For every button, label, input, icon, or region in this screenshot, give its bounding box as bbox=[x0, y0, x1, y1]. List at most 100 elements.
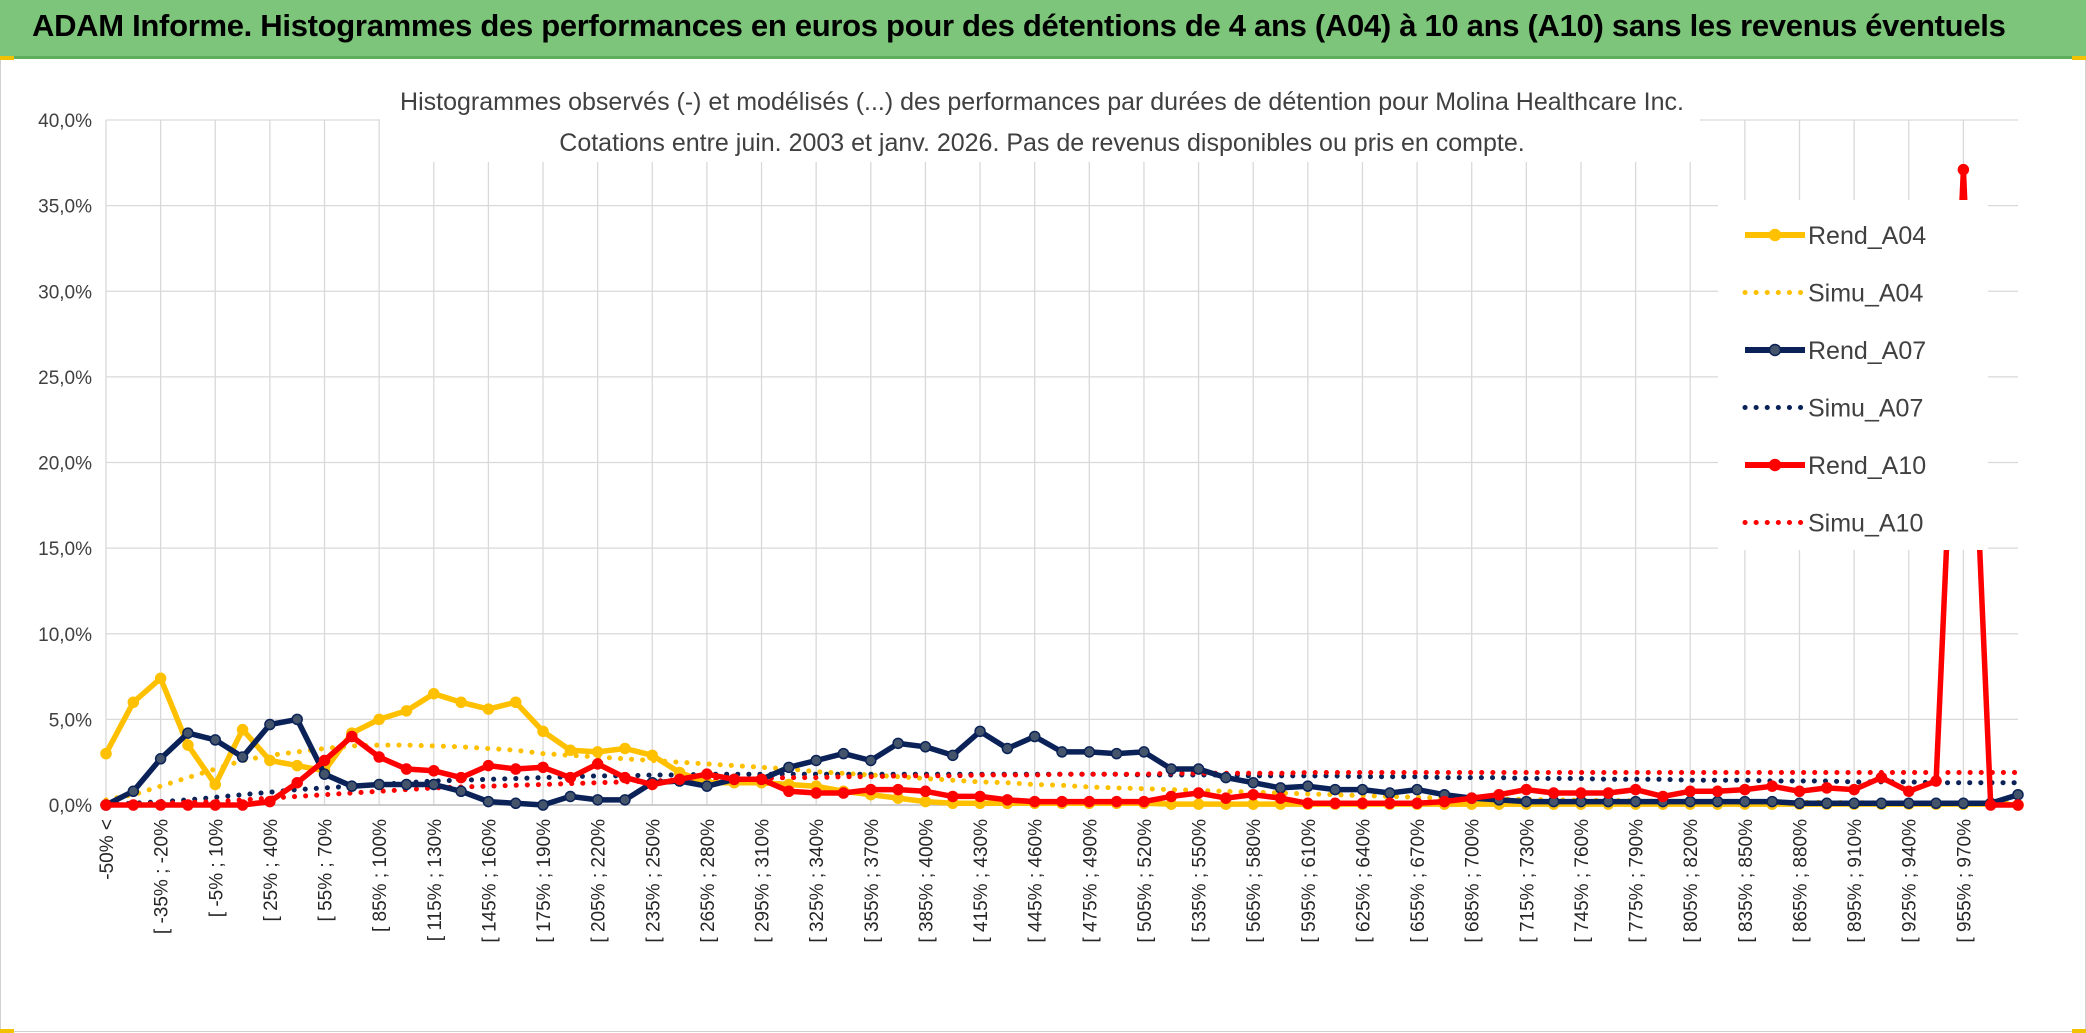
data-point bbox=[1711, 785, 1724, 798]
x-tick-label: [ 625% ; 640% bbox=[1353, 819, 1374, 943]
x-tick-label: [ 325% ; 340% bbox=[807, 819, 828, 943]
data-point bbox=[1083, 795, 1096, 808]
x-axis: -50% < [ -35% ; -20% [ -5% ; 10% [ 25% ; 40… bbox=[97, 804, 2018, 943]
data-point bbox=[154, 799, 167, 811]
legend-item: Simu_A10 bbox=[1742, 510, 1923, 538]
legend: Rend_A04 Simu_A04 Rend_A07 Simu_A07 Rend_A10… bbox=[1718, 200, 1988, 550]
y-tick-label: 30,0% bbox=[38, 282, 92, 303]
data-point bbox=[236, 723, 249, 736]
series-lines bbox=[100, 163, 2024, 811]
data-point bbox=[783, 785, 795, 798]
x-tick-label: [ 925% ; 940% bbox=[1900, 819, 1921, 943]
data-point bbox=[127, 799, 140, 811]
legend-label: Rend_A10 bbox=[1808, 452, 1926, 480]
data-point bbox=[1575, 787, 1587, 799]
data-point bbox=[1739, 795, 1751, 808]
data-point bbox=[1356, 797, 1369, 810]
data-point bbox=[455, 771, 467, 784]
data-point bbox=[1001, 742, 1014, 755]
data-point bbox=[373, 713, 385, 726]
data-point bbox=[591, 758, 604, 770]
data-point bbox=[509, 797, 522, 810]
y-tick-label: 40,0% bbox=[38, 111, 92, 132]
data-point bbox=[1329, 783, 1341, 796]
y-tick-label: 25,0% bbox=[38, 368, 92, 389]
x-tick-label: [ 775% ; 790% bbox=[1627, 819, 1648, 943]
x-tick-label: [ 895% ; 910% bbox=[1845, 819, 1866, 943]
data-point bbox=[1493, 788, 1505, 801]
x-tick-label: [ 685% ; 700% bbox=[1463, 819, 1484, 943]
data-point bbox=[865, 783, 877, 796]
data-point bbox=[264, 795, 276, 808]
chart-title-line-1: Histogrammes observés (-) et modélisés (… bbox=[400, 88, 1684, 116]
data-point bbox=[373, 778, 385, 791]
x-tick-label: [ 55% ; 70% bbox=[316, 819, 337, 922]
data-point bbox=[1056, 746, 1068, 758]
data-point bbox=[346, 780, 358, 792]
data-point bbox=[837, 787, 850, 799]
data-point bbox=[182, 727, 194, 739]
data-point bbox=[537, 799, 549, 811]
data-point bbox=[1848, 783, 1860, 796]
x-tick-label: [ 445% ; 460% bbox=[1026, 819, 1047, 943]
data-point bbox=[182, 799, 194, 811]
data-point bbox=[400, 763, 413, 775]
y-axis: 0,0% 5,0% 10,0% 15,0% 20,0% 25,0% 30,0% 35,0% 40… bbox=[38, 111, 92, 817]
data-point bbox=[1739, 783, 1751, 796]
data-point bbox=[1302, 780, 1314, 792]
data-point bbox=[892, 737, 904, 750]
data-point bbox=[1984, 799, 1997, 811]
x-tick-label: [ 955% ; 970% bbox=[1954, 819, 1975, 943]
data-point bbox=[1028, 795, 1041, 808]
chart-title: Histogrammes observés (-) et modélisés (… bbox=[380, 80, 1700, 162]
data-point bbox=[1001, 794, 1014, 806]
corner-mark-bottom-left bbox=[0, 1029, 14, 1033]
data-point bbox=[1821, 797, 1833, 810]
data-point bbox=[537, 725, 549, 738]
x-tick-label: [ 805% ; 820% bbox=[1681, 819, 1702, 943]
data-point bbox=[291, 713, 303, 726]
data-point bbox=[291, 776, 303, 789]
data-point bbox=[946, 790, 959, 803]
legend-item: Rend_A10 bbox=[1745, 452, 1926, 480]
data-point bbox=[291, 759, 303, 772]
data-point bbox=[1875, 771, 1888, 784]
data-point bbox=[428, 687, 440, 700]
data-point bbox=[264, 718, 276, 731]
data-point bbox=[182, 739, 194, 751]
data-point bbox=[1602, 787, 1615, 799]
data-point bbox=[646, 778, 659, 791]
data-point bbox=[236, 799, 249, 811]
data-point bbox=[209, 734, 222, 746]
legend-label: Rend_A07 bbox=[1808, 337, 1926, 365]
data-point bbox=[455, 785, 467, 798]
data-point bbox=[1165, 763, 1178, 775]
legend-marker bbox=[1768, 458, 1782, 472]
x-tick-label: [ 595% ; 610% bbox=[1299, 819, 1320, 943]
x-tick-label: [ 175% ; 190% bbox=[534, 819, 555, 943]
legend-label: Rend_A04 bbox=[1808, 222, 1926, 250]
data-point bbox=[1165, 790, 1178, 803]
y-tick-label: 35,0% bbox=[38, 197, 92, 218]
y-tick-label: 10,0% bbox=[38, 625, 92, 646]
data-point bbox=[1192, 763, 1205, 775]
data-point bbox=[1930, 775, 1942, 787]
data-point bbox=[264, 754, 276, 767]
data-point bbox=[1711, 795, 1724, 808]
data-point bbox=[1056, 795, 1068, 808]
data-point bbox=[974, 790, 986, 803]
data-point bbox=[1220, 792, 1232, 804]
legend-background bbox=[1718, 200, 1988, 550]
chart-title-background bbox=[380, 80, 1700, 162]
x-tick-label: [ 415% ; 430% bbox=[971, 819, 992, 943]
data-point bbox=[1629, 795, 1642, 808]
series-line bbox=[103, 770, 2021, 808]
data-point bbox=[1957, 163, 1970, 176]
x-tick-label: [ 745% ; 760% bbox=[1572, 819, 1593, 943]
data-point bbox=[100, 799, 112, 811]
data-point bbox=[619, 742, 631, 755]
legend-marker bbox=[1768, 343, 1782, 357]
data-point bbox=[1793, 797, 1806, 810]
data-point bbox=[1247, 798, 1259, 810]
